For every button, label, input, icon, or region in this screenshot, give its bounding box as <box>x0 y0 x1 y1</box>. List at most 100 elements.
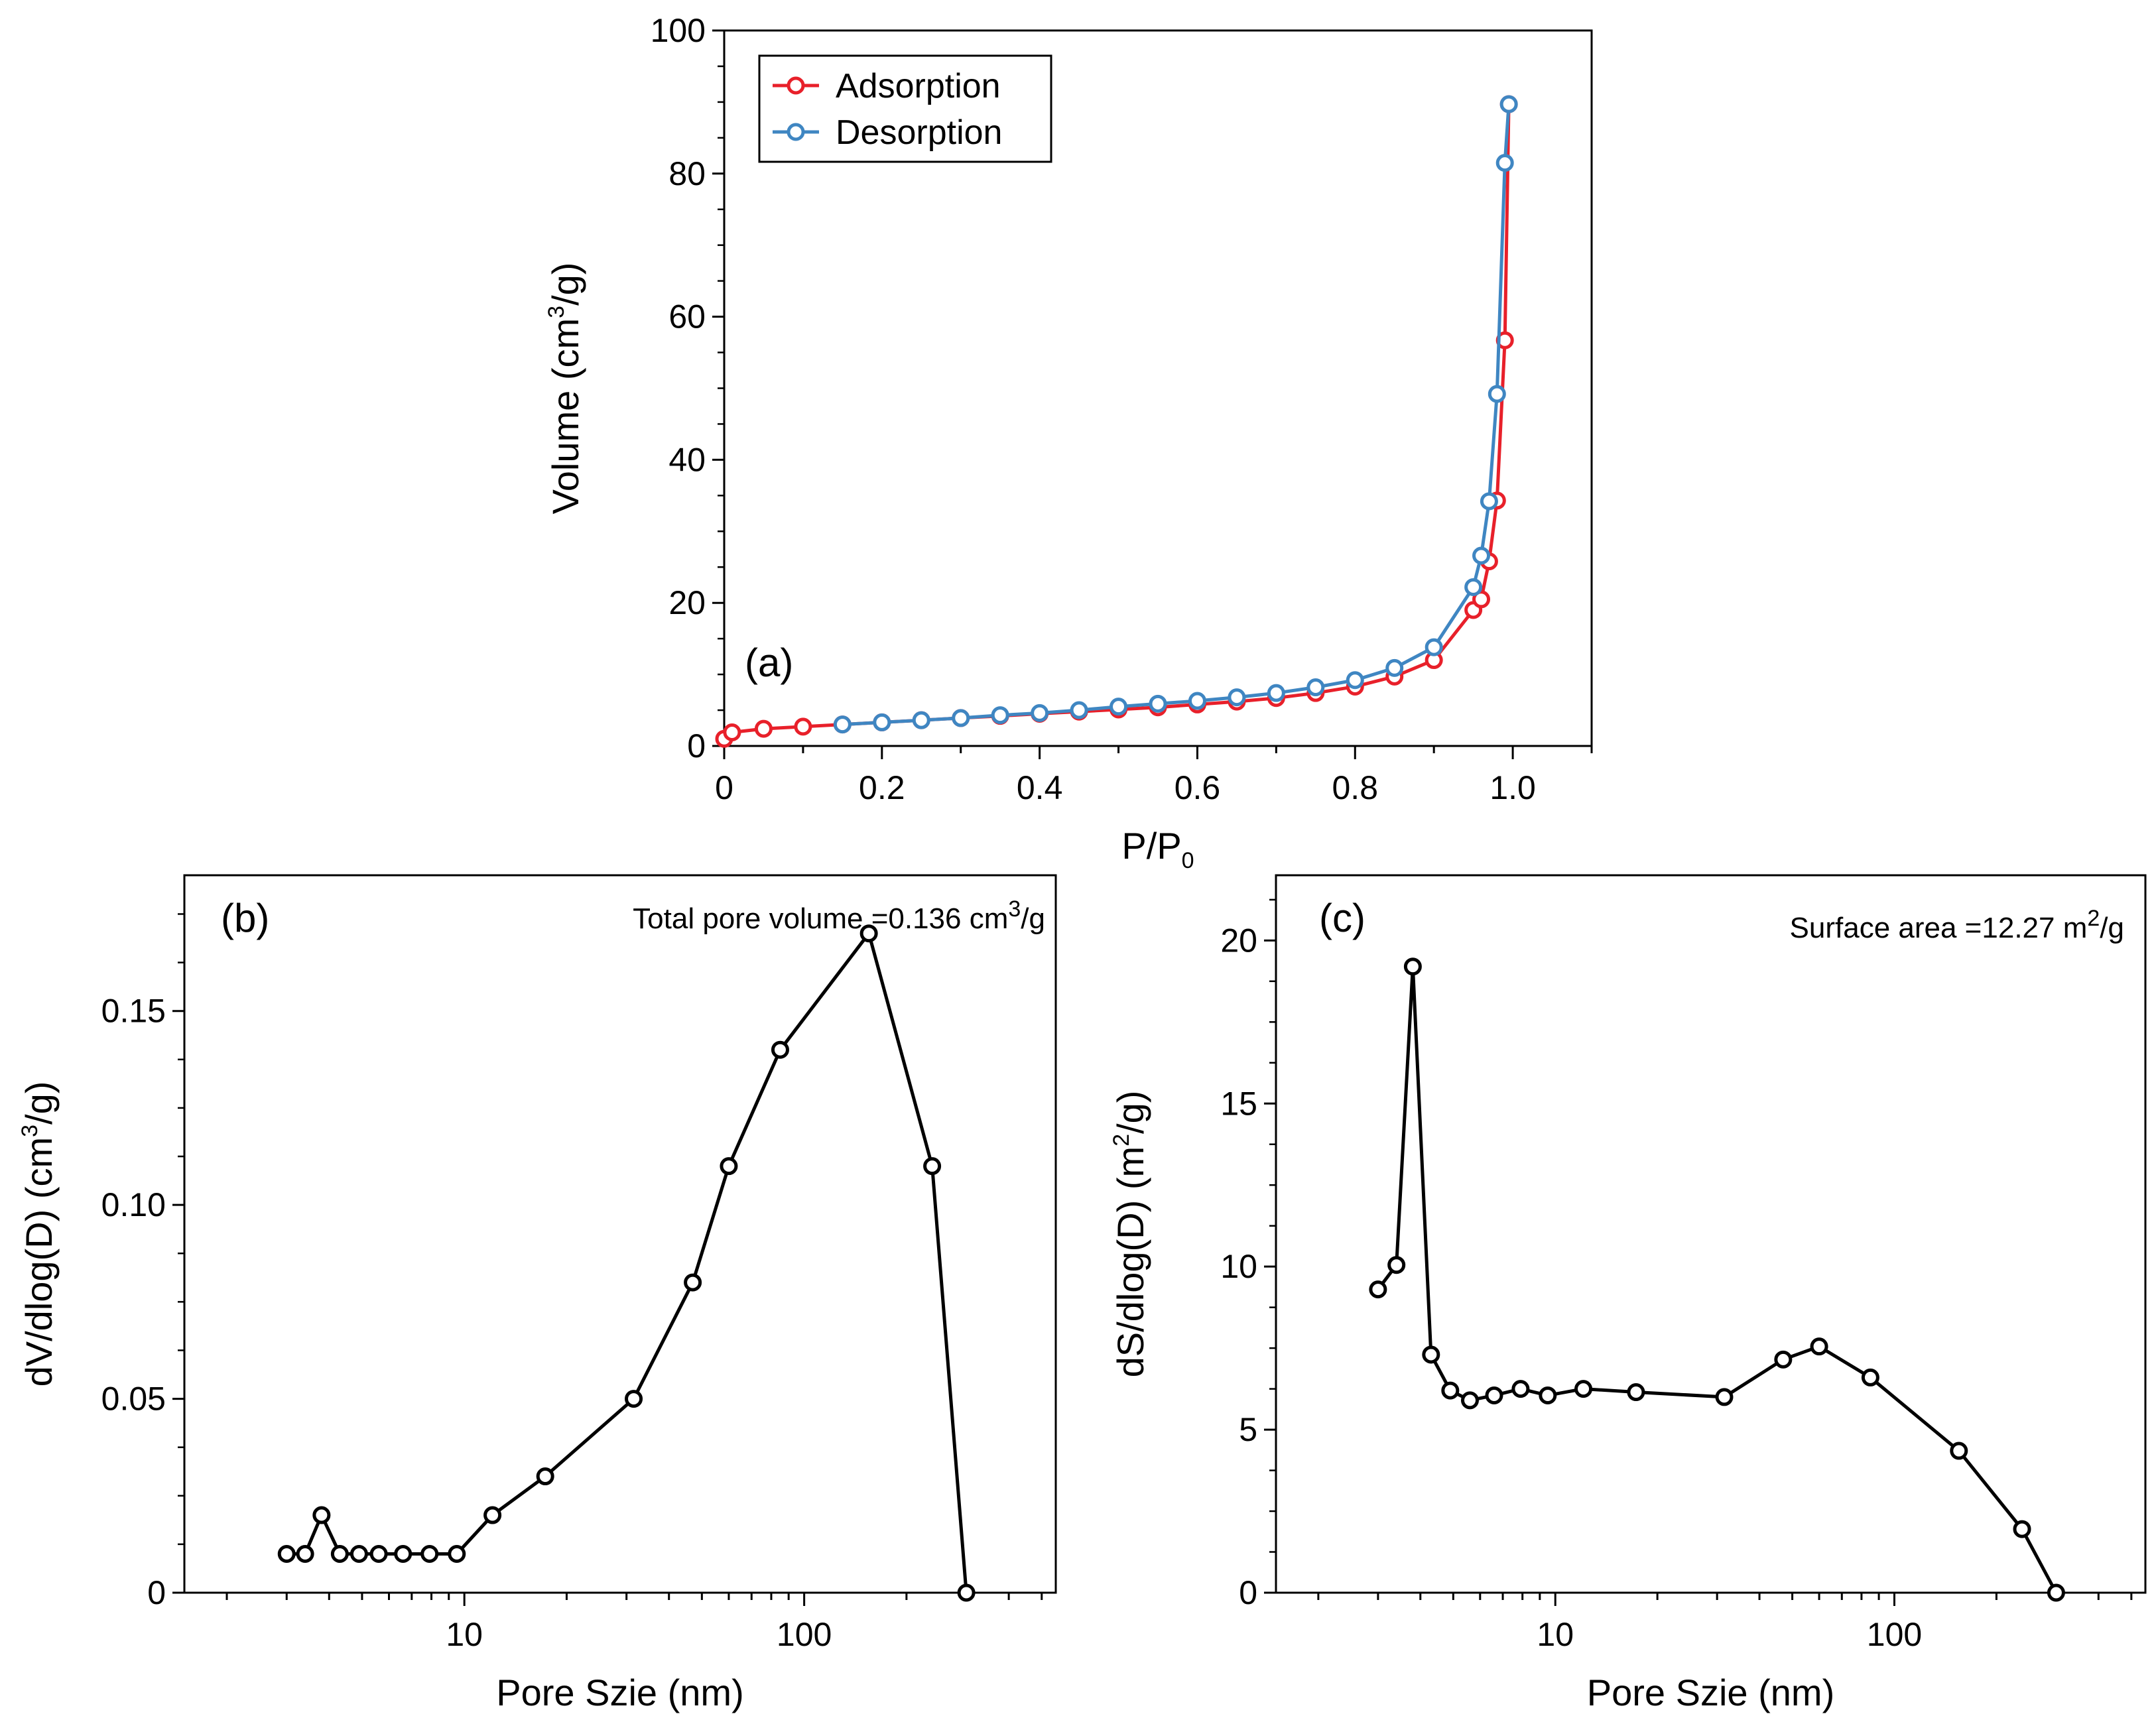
y-tick-label: 20 <box>668 584 706 621</box>
y-tick-label: 0.05 <box>101 1381 166 1418</box>
data-point <box>1488 385 1506 403</box>
x-axis-title: P/P0 <box>1121 825 1194 873</box>
y-tick-label: 0 <box>1239 1574 1257 1611</box>
y-tick-label: 10 <box>1220 1248 1257 1285</box>
summary-annotation: Surface area =12.27 m2/g <box>1790 906 2124 944</box>
x-tick-label: 0.2 <box>859 769 905 806</box>
data-point <box>1460 1391 1479 1410</box>
data-point <box>912 711 930 729</box>
data-point <box>794 717 812 736</box>
data-point <box>723 723 741 741</box>
series-line <box>842 103 1511 727</box>
x-tick-label: 0.8 <box>1332 769 1379 806</box>
y-axis-title-text: dS/dlog(D) (m <box>1110 1146 1151 1378</box>
data-point <box>833 715 852 734</box>
panel-label: (a) <box>745 641 793 685</box>
y-axis-title-superscript: 3 <box>544 306 569 318</box>
legend-marker <box>787 76 805 95</box>
data-point <box>1441 1381 1460 1400</box>
legend-entry: Desorption <box>773 113 1002 152</box>
x-axis-title: Pore Szie (nm) <box>1587 1672 1834 1713</box>
data-point <box>957 1583 976 1602</box>
data-point <box>1403 957 1422 976</box>
data-point <box>1861 1368 1879 1386</box>
x-axis-title-subscript: 0 <box>1182 848 1194 873</box>
series-line <box>723 104 1511 741</box>
data-point <box>312 1506 331 1524</box>
x-tick-label: 1.0 <box>1490 769 1536 806</box>
data-point <box>771 1040 789 1059</box>
data-point <box>2047 1583 2065 1602</box>
data-point <box>1346 671 1364 690</box>
y-tick-label: 100 <box>651 12 706 49</box>
y-axis-title-text-end: /g) <box>1110 1091 1151 1134</box>
data-point <box>1267 684 1285 702</box>
y-axis-title: Volume (cm3/g) <box>544 263 586 515</box>
legend-box <box>758 54 1052 163</box>
data-point <box>1485 1386 1503 1404</box>
x-tick-label: 0.6 <box>1174 769 1221 806</box>
data-point <box>394 1545 412 1564</box>
series-dv-dlog-d- <box>277 924 976 1602</box>
data-point <box>448 1545 466 1564</box>
data-point <box>859 924 878 943</box>
y-tick-label: 20 <box>1220 922 1257 959</box>
data-point <box>277 1545 296 1564</box>
y-axis-title-superscript: 2 <box>1109 1134 1134 1146</box>
data-point <box>952 709 970 727</box>
data-point <box>1425 638 1443 656</box>
x-tick-label: 100 <box>1867 1616 1922 1653</box>
y-axis-title: dS/dlog(D) (m2/g) <box>1109 1091 1151 1378</box>
data-point <box>1472 590 1491 609</box>
y-tick-label: 0.15 <box>101 993 166 1030</box>
y-tick-label: 0 <box>687 727 706 765</box>
data-point <box>1472 546 1491 565</box>
x-tick-label: 100 <box>777 1616 832 1653</box>
x-tick-label: 0 <box>715 769 733 806</box>
y-axis-title-text-end: /g) <box>18 1081 60 1125</box>
y-axis-title-text: dV/dlog(D) (cm <box>18 1137 60 1387</box>
data-point <box>1369 1280 1387 1299</box>
data-point <box>1387 1256 1406 1274</box>
data-point <box>1499 95 1518 113</box>
data-point <box>2013 1520 2031 1538</box>
data-point <box>1110 698 1128 716</box>
data-point <box>625 1390 643 1408</box>
data-point <box>1228 688 1246 707</box>
legend-entry: Adsorption <box>773 67 1001 105</box>
y-axis-title-text: Volume (cm <box>544 318 586 515</box>
data-point <box>1511 1380 1530 1398</box>
data-point <box>330 1545 349 1564</box>
panel-c-surface-area-chart: 0 5 10 15 20 10 100 Pore Szie (nm) dS/dlog(D) (m… <box>1109 874 2147 1713</box>
series-adsorption <box>715 95 1518 748</box>
data-point <box>923 1157 942 1176</box>
x-axis-title: Pore Szie (nm) <box>496 1672 743 1713</box>
data-point <box>1385 658 1404 677</box>
data-point <box>873 713 891 731</box>
annotation-text: Surface area =12.27 m <box>1790 912 2088 944</box>
data-point <box>369 1545 388 1564</box>
data-point <box>754 719 773 738</box>
data-point <box>420 1545 439 1564</box>
x-tick-label: 0.4 <box>1017 769 1063 806</box>
annotation-superscript: 3 <box>1008 896 1021 922</box>
y-tick-label: 80 <box>668 155 706 192</box>
data-point <box>483 1506 502 1524</box>
y-axis-title-text-end: /g) <box>544 263 586 306</box>
y-tick-label: 60 <box>668 298 706 336</box>
x-tick-label: 10 <box>446 1616 483 1653</box>
panel-label: (c) <box>1319 896 1365 940</box>
annotation-text-end: /g <box>2100 912 2124 944</box>
series-line <box>286 932 968 1593</box>
data-point <box>1464 578 1483 596</box>
legend-label: Adsorption <box>836 67 1001 105</box>
data-point <box>1539 1386 1557 1404</box>
data-point <box>1149 694 1167 713</box>
panel-label: (b) <box>221 896 269 940</box>
data-point <box>1574 1380 1593 1398</box>
data-point <box>296 1545 314 1564</box>
annotation-text: Total pore volume =0.136 cm <box>633 902 1008 935</box>
legend: Adsorption Desorption <box>758 54 1052 163</box>
data-point <box>720 1157 738 1176</box>
